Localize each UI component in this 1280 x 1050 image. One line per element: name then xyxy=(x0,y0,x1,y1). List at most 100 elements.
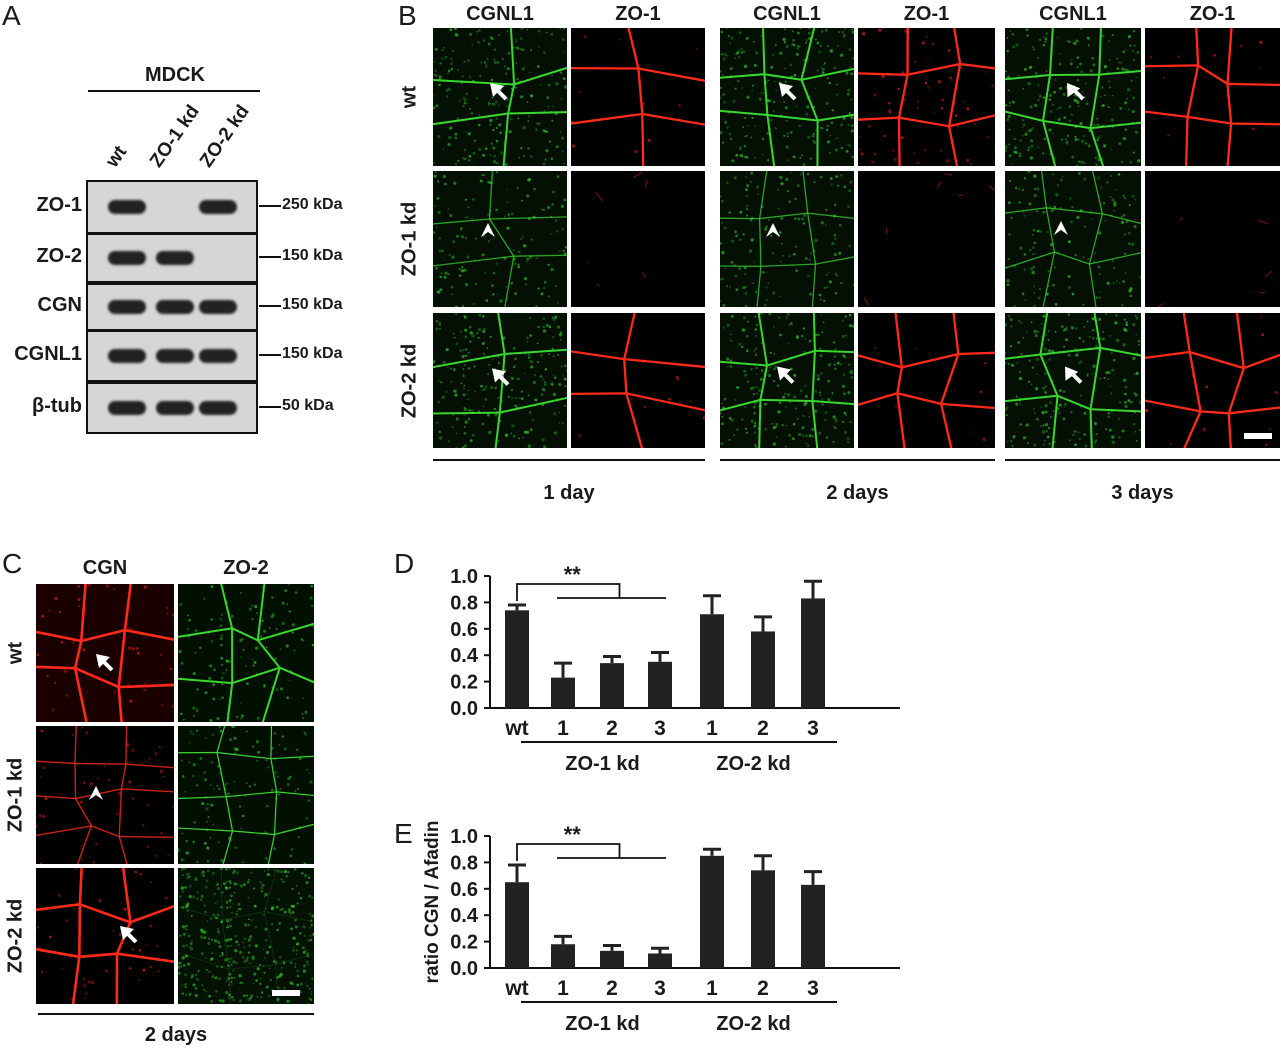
marker-label: 150 kDa xyxy=(282,345,343,362)
significance-bracket xyxy=(516,583,621,602)
column-header: ZO-1 xyxy=(1189,3,1236,25)
blot-strip xyxy=(86,283,258,331)
marker-tick xyxy=(259,354,281,356)
column-header: CGN xyxy=(82,557,128,579)
y-tick-label: 0.0 xyxy=(450,698,478,720)
micrograph-cgnl1 xyxy=(1005,313,1141,448)
micrograph-zo1 xyxy=(1145,313,1280,448)
y-tick-label: 1.0 xyxy=(450,826,478,848)
blot-band xyxy=(199,200,237,214)
significance-label: ** xyxy=(564,822,582,847)
micrograph-zo1 xyxy=(571,28,705,166)
category-label: 3 xyxy=(654,717,666,740)
micrograph-zo1 xyxy=(571,313,705,448)
row-label: ZO-1 kd xyxy=(4,757,27,833)
micrograph-cgn xyxy=(36,868,174,1004)
y-tick-label: 0.6 xyxy=(450,619,478,641)
blot-band xyxy=(156,349,194,363)
y-tick-label: 0.2 xyxy=(450,672,478,694)
micrograph-zo2 xyxy=(178,868,314,1004)
lane-label-zo1kd: ZO-1 kd xyxy=(145,101,204,172)
row-label: ZO-1 kd xyxy=(398,201,421,277)
panel-label-a: A xyxy=(2,0,21,31)
timepoint-label: 2 days xyxy=(826,482,889,504)
blot-band xyxy=(156,251,194,265)
category-label: wt xyxy=(504,977,528,1000)
panel-label-d: D xyxy=(394,548,415,579)
micrograph-cgnl1 xyxy=(433,171,567,307)
row-label: ZO-2 kd xyxy=(398,343,421,418)
bar xyxy=(551,677,575,708)
bar xyxy=(600,950,624,968)
marker-tick xyxy=(259,205,281,207)
bar xyxy=(700,855,724,968)
micrograph-cgnl1 xyxy=(1005,28,1141,166)
y-tick-label: 0.6 xyxy=(450,879,478,901)
micrograph-zo1 xyxy=(1145,28,1280,166)
panel-label-b: B xyxy=(398,0,417,31)
bar xyxy=(505,610,529,708)
timepoint-label: 3 days xyxy=(1111,482,1174,504)
micrograph-cgn xyxy=(36,584,174,722)
timepoint-label: 1 day xyxy=(543,482,595,504)
blot-band xyxy=(108,200,146,214)
marker-tick xyxy=(259,256,281,258)
bar xyxy=(505,882,529,968)
significance-label: ** xyxy=(564,562,582,587)
column-header: ZO-2 xyxy=(223,557,269,579)
micrograph-zo1 xyxy=(858,313,995,448)
category-label: 1 xyxy=(557,977,569,1000)
marker-label: 150 kDa xyxy=(282,296,343,313)
group-label: ZO-2 kd xyxy=(716,1013,790,1035)
timepoint-line xyxy=(720,459,995,461)
lane-label-wt: wt xyxy=(101,142,132,172)
blot-strip xyxy=(86,330,258,382)
row-label: wt xyxy=(4,641,27,665)
y-axis-label: ratio CGN / Afadin xyxy=(422,821,443,984)
blot-band xyxy=(108,251,146,265)
group-label: ZO-1 kd xyxy=(565,1013,639,1035)
marker-label: 150 kDa xyxy=(282,247,343,264)
bar xyxy=(600,663,624,708)
y-tick-label: 0.0 xyxy=(450,958,478,980)
category-label: wt xyxy=(504,717,528,740)
scale-bar-b xyxy=(1244,433,1272,439)
category-label: 2 xyxy=(757,717,769,740)
micrograph-zo1 xyxy=(1145,171,1280,307)
y-tick-label: 0.8 xyxy=(450,852,478,874)
micrograph-cgnl1 xyxy=(720,28,854,166)
column-header: CGNL1 xyxy=(466,3,534,25)
micrograph-cgnl1 xyxy=(720,171,854,307)
category-label: 1 xyxy=(557,717,569,740)
micrograph-cgnl1 xyxy=(1005,171,1141,307)
blot-band xyxy=(108,349,146,363)
blot-strip xyxy=(86,180,258,234)
blot-strip xyxy=(86,233,258,283)
cell-line-underline xyxy=(88,90,260,92)
blot-strip xyxy=(86,382,258,434)
blot-band xyxy=(199,401,237,415)
category-label: 3 xyxy=(807,717,819,740)
category-label: 2 xyxy=(606,717,618,740)
protein-label: ZO-1 xyxy=(36,194,82,216)
timepoint-line xyxy=(433,459,705,461)
panel-label-e: E xyxy=(394,818,413,849)
protein-label: ZO-2 xyxy=(36,245,82,267)
scale-bar-c xyxy=(272,990,300,996)
lane-label-zo2kd: ZO-2 kd xyxy=(195,101,254,172)
y-tick-label: 0.4 xyxy=(450,645,479,667)
marker-tick xyxy=(259,406,281,408)
category-label: 2 xyxy=(606,977,618,1000)
bar xyxy=(801,598,825,708)
micrograph-cgn xyxy=(36,726,174,864)
panel-c-timepoint: 2 days xyxy=(144,1024,208,1046)
category-label: 2 xyxy=(757,977,769,1000)
bar xyxy=(700,614,724,708)
blot-band xyxy=(199,349,237,363)
cell-line-label: MDCK xyxy=(145,64,205,86)
blot-band xyxy=(156,401,194,415)
bar xyxy=(801,884,825,968)
bar xyxy=(648,953,672,968)
blot-band xyxy=(199,300,237,314)
panel-c-time-line xyxy=(38,1013,314,1015)
